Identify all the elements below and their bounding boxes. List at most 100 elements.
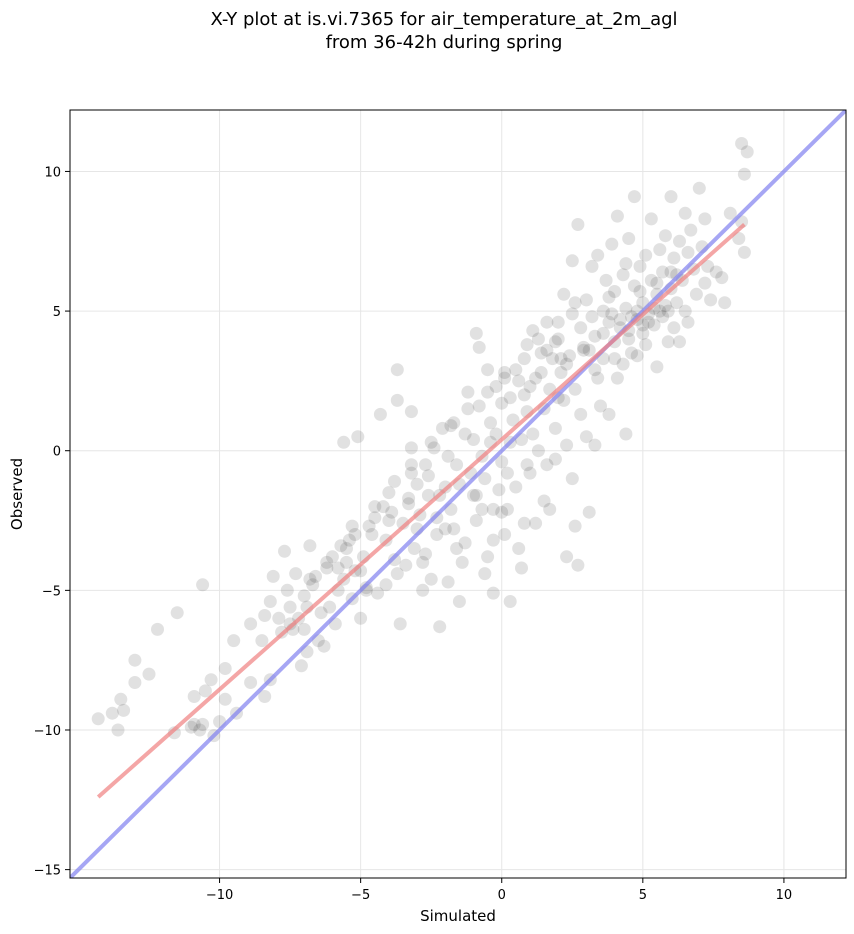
data-point	[458, 536, 472, 550]
data-point	[540, 343, 554, 357]
data-point	[486, 586, 500, 600]
data-point	[458, 427, 472, 441]
data-point	[340, 555, 353, 569]
data-point	[656, 265, 670, 279]
data-point	[526, 427, 540, 441]
data-point	[297, 589, 311, 603]
data-point	[554, 366, 568, 379]
grid-lines	[70, 110, 846, 878]
data-point	[390, 567, 404, 581]
data-point	[599, 273, 613, 287]
y-tick-label: 0	[53, 445, 61, 460]
y-tick-label: −5	[42, 584, 61, 599]
data-point	[481, 385, 495, 399]
data-point	[579, 293, 593, 307]
data-point	[198, 684, 212, 698]
data-point	[492, 483, 506, 497]
data-point	[698, 212, 712, 226]
data-point	[740, 145, 754, 159]
data-point	[500, 466, 514, 480]
data-point	[196, 717, 210, 731]
x-tick-label: 5	[639, 888, 647, 903]
data-point	[560, 550, 574, 564]
data-point	[489, 380, 503, 393]
data-point	[661, 335, 675, 349]
data-point	[619, 427, 633, 441]
data-point	[402, 491, 416, 505]
data-point	[354, 611, 368, 625]
data-point	[582, 343, 596, 357]
data-point	[619, 301, 633, 315]
data-point	[608, 352, 622, 366]
data-point	[481, 550, 495, 564]
data-point	[625, 346, 638, 360]
data-point	[303, 572, 317, 586]
data-point	[622, 332, 636, 346]
data-point	[523, 380, 537, 393]
fit-lines	[70, 110, 846, 878]
data-point	[585, 310, 599, 324]
data-point	[244, 617, 258, 631]
data-point	[450, 458, 464, 472]
data-point	[407, 542, 421, 555]
data-point	[452, 595, 466, 608]
data-point	[526, 324, 540, 338]
data-point	[187, 717, 201, 731]
data-point	[427, 441, 441, 455]
data-point	[244, 676, 258, 689]
data-point	[568, 296, 582, 310]
data-point	[616, 268, 630, 282]
data-point	[204, 673, 218, 687]
data-point	[365, 528, 379, 541]
one-to-one-line	[70, 110, 846, 878]
data-point	[368, 500, 382, 514]
data-point	[673, 335, 686, 349]
data-point	[495, 396, 509, 410]
data-point	[455, 555, 469, 569]
data-point	[373, 407, 387, 421]
data-point	[489, 427, 503, 441]
data-point	[306, 578, 320, 592]
data-point	[585, 259, 599, 273]
chart-title-line-2: from 36-42h during spring	[326, 32, 563, 53]
data-point	[447, 522, 461, 536]
data-point	[303, 539, 317, 553]
data-point	[255, 634, 269, 648]
data-point	[509, 480, 523, 494]
data-point	[481, 363, 495, 377]
data-point	[658, 299, 672, 312]
data-point	[596, 326, 610, 340]
data-point	[517, 352, 531, 366]
data-point	[633, 285, 647, 298]
data-point	[517, 388, 531, 402]
data-point	[382, 514, 396, 527]
data-point	[342, 533, 356, 547]
data-point	[424, 572, 438, 586]
data-point	[636, 326, 650, 340]
data-point	[650, 276, 664, 290]
data-point	[596, 304, 610, 318]
data-point	[517, 516, 531, 530]
data-point	[557, 393, 571, 407]
data-point	[642, 315, 655, 329]
data-point	[469, 514, 483, 527]
data-point	[128, 676, 142, 689]
chart-title-line-1: X-Y plot at is.vi.7365 for air_temperatu…	[210, 9, 677, 30]
data-point	[430, 528, 444, 541]
data-point	[670, 296, 684, 310]
data-point	[565, 307, 579, 321]
data-point	[495, 505, 509, 519]
data-point	[577, 343, 591, 357]
data-point	[218, 662, 232, 675]
data-point	[653, 304, 667, 318]
data-point	[376, 500, 390, 514]
data-point	[520, 458, 534, 472]
data-point	[317, 639, 331, 653]
data-point	[588, 329, 602, 343]
data-point	[320, 555, 334, 569]
data-point	[105, 706, 119, 720]
data-point	[128, 653, 142, 667]
data-point	[390, 363, 404, 377]
data-point	[704, 293, 718, 307]
data-point	[540, 458, 554, 472]
